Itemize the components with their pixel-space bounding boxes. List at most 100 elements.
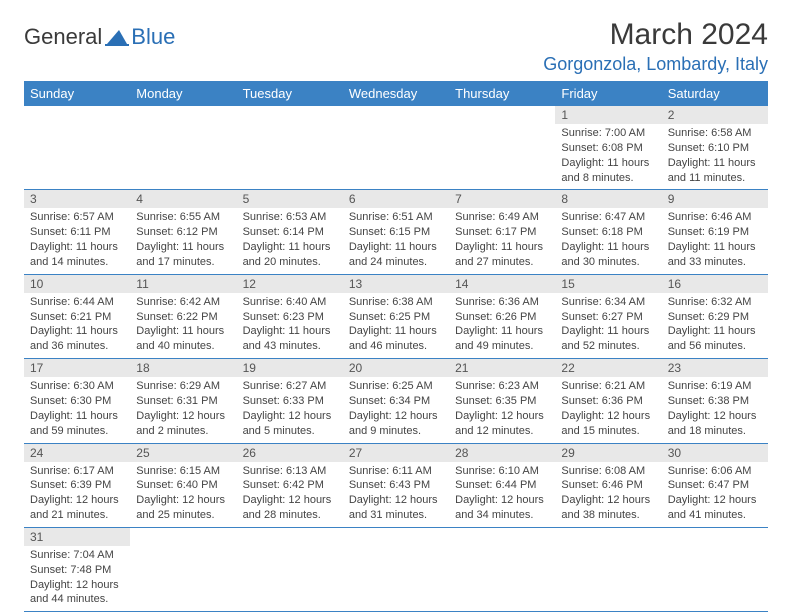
day-details: Sunrise: 6:29 AMSunset: 6:31 PMDaylight:… [130,377,236,442]
day-number: 7 [449,190,555,208]
day-details: Sunrise: 6:40 AMSunset: 6:23 PMDaylight:… [237,293,343,358]
day-details: Sunrise: 6:46 AMSunset: 6:19 PMDaylight:… [662,208,768,273]
day-details: Sunrise: 6:15 AMSunset: 6:40 PMDaylight:… [130,462,236,527]
calendar-row: 1Sunrise: 7:00 AMSunset: 6:08 PMDaylight… [24,106,768,190]
calendar-cell [343,527,449,611]
calendar-table: Sunday Monday Tuesday Wednesday Thursday… [24,81,768,612]
day-number: 2 [662,106,768,124]
day-details: Sunrise: 6:44 AMSunset: 6:21 PMDaylight:… [24,293,130,358]
day-details: Sunrise: 6:30 AMSunset: 6:30 PMDaylight:… [24,377,130,442]
calendar-cell: 17Sunrise: 6:30 AMSunset: 6:30 PMDayligh… [24,359,130,443]
calendar-cell [343,106,449,190]
calendar-cell: 28Sunrise: 6:10 AMSunset: 6:44 PMDayligh… [449,443,555,527]
calendar-cell: 1Sunrise: 7:00 AMSunset: 6:08 PMDaylight… [555,106,661,190]
calendar-row: 24Sunrise: 6:17 AMSunset: 6:39 PMDayligh… [24,443,768,527]
day-details: Sunrise: 6:49 AMSunset: 6:17 PMDaylight:… [449,208,555,273]
day-details: Sunrise: 7:00 AMSunset: 6:08 PMDaylight:… [555,124,661,189]
calendar-cell [662,527,768,611]
calendar-cell: 10Sunrise: 6:44 AMSunset: 6:21 PMDayligh… [24,274,130,358]
calendar-cell: 20Sunrise: 6:25 AMSunset: 6:34 PMDayligh… [343,359,449,443]
day-number: 16 [662,275,768,293]
calendar-cell: 18Sunrise: 6:29 AMSunset: 6:31 PMDayligh… [130,359,236,443]
day-number: 20 [343,359,449,377]
calendar-cell: 22Sunrise: 6:21 AMSunset: 6:36 PMDayligh… [555,359,661,443]
day-details: Sunrise: 6:57 AMSunset: 6:11 PMDaylight:… [24,208,130,273]
weekday-header-row: Sunday Monday Tuesday Wednesday Thursday… [24,81,768,106]
calendar-cell: 15Sunrise: 6:34 AMSunset: 6:27 PMDayligh… [555,274,661,358]
day-number: 29 [555,444,661,462]
day-details: Sunrise: 6:27 AMSunset: 6:33 PMDaylight:… [237,377,343,442]
day-details: Sunrise: 6:23 AMSunset: 6:35 PMDaylight:… [449,377,555,442]
day-number: 25 [130,444,236,462]
calendar-cell: 8Sunrise: 6:47 AMSunset: 6:18 PMDaylight… [555,190,661,274]
logo-text-2: Blue [131,24,175,50]
calendar-cell: 7Sunrise: 6:49 AMSunset: 6:17 PMDaylight… [449,190,555,274]
day-number: 10 [24,275,130,293]
day-number: 13 [343,275,449,293]
col-thursday: Thursday [449,81,555,106]
calendar-cell [555,527,661,611]
calendar-cell: 2Sunrise: 6:58 AMSunset: 6:10 PMDaylight… [662,106,768,190]
day-number: 27 [343,444,449,462]
day-details: Sunrise: 6:19 AMSunset: 6:38 PMDaylight:… [662,377,768,442]
day-number: 22 [555,359,661,377]
day-details: Sunrise: 6:36 AMSunset: 6:26 PMDaylight:… [449,293,555,358]
calendar-cell [24,106,130,190]
day-details: Sunrise: 6:06 AMSunset: 6:47 PMDaylight:… [662,462,768,527]
col-tuesday: Tuesday [237,81,343,106]
day-number: 30 [662,444,768,462]
calendar-cell [237,106,343,190]
col-sunday: Sunday [24,81,130,106]
page-title: March 2024 [543,18,768,52]
calendar-row: 31Sunrise: 7:04 AMSunset: 7:48 PMDayligh… [24,527,768,611]
day-details: Sunrise: 6:21 AMSunset: 6:36 PMDaylight:… [555,377,661,442]
day-details: Sunrise: 6:11 AMSunset: 6:43 PMDaylight:… [343,462,449,527]
day-number: 23 [662,359,768,377]
calendar-cell: 5Sunrise: 6:53 AMSunset: 6:14 PMDaylight… [237,190,343,274]
day-number: 3 [24,190,130,208]
col-wednesday: Wednesday [343,81,449,106]
logo-text-1: General [24,24,102,50]
day-details: Sunrise: 6:17 AMSunset: 6:39 PMDaylight:… [24,462,130,527]
day-number: 24 [24,444,130,462]
day-details: Sunrise: 6:34 AMSunset: 6:27 PMDaylight:… [555,293,661,358]
calendar-cell: 13Sunrise: 6:38 AMSunset: 6:25 PMDayligh… [343,274,449,358]
calendar-cell: 29Sunrise: 6:08 AMSunset: 6:46 PMDayligh… [555,443,661,527]
day-details: Sunrise: 7:04 AMSunset: 7:48 PMDaylight:… [24,546,130,611]
calendar-cell: 27Sunrise: 6:11 AMSunset: 6:43 PMDayligh… [343,443,449,527]
calendar-cell: 11Sunrise: 6:42 AMSunset: 6:22 PMDayligh… [130,274,236,358]
calendar-cell: 21Sunrise: 6:23 AMSunset: 6:35 PMDayligh… [449,359,555,443]
calendar-cell: 24Sunrise: 6:17 AMSunset: 6:39 PMDayligh… [24,443,130,527]
day-details: Sunrise: 6:13 AMSunset: 6:42 PMDaylight:… [237,462,343,527]
calendar-cell: 6Sunrise: 6:51 AMSunset: 6:15 PMDaylight… [343,190,449,274]
day-details: Sunrise: 6:42 AMSunset: 6:22 PMDaylight:… [130,293,236,358]
calendar-row: 3Sunrise: 6:57 AMSunset: 6:11 PMDaylight… [24,190,768,274]
calendar-cell: 16Sunrise: 6:32 AMSunset: 6:29 PMDayligh… [662,274,768,358]
day-number: 12 [237,275,343,293]
col-friday: Friday [555,81,661,106]
day-details: Sunrise: 6:32 AMSunset: 6:29 PMDaylight:… [662,293,768,358]
day-details: Sunrise: 6:10 AMSunset: 6:44 PMDaylight:… [449,462,555,527]
day-number: 21 [449,359,555,377]
logo: General Blue [24,24,175,50]
day-number: 6 [343,190,449,208]
day-number: 19 [237,359,343,377]
calendar-cell [449,527,555,611]
col-monday: Monday [130,81,236,106]
calendar-row: 10Sunrise: 6:44 AMSunset: 6:21 PMDayligh… [24,274,768,358]
calendar-cell: 14Sunrise: 6:36 AMSunset: 6:26 PMDayligh… [449,274,555,358]
day-details: Sunrise: 6:58 AMSunset: 6:10 PMDaylight:… [662,124,768,189]
calendar-cell [130,527,236,611]
day-number: 26 [237,444,343,462]
location: Gorgonzola, Lombardy, Italy [543,54,768,75]
calendar-cell [130,106,236,190]
day-number: 18 [130,359,236,377]
day-details: Sunrise: 6:25 AMSunset: 6:34 PMDaylight:… [343,377,449,442]
calendar-cell: 30Sunrise: 6:06 AMSunset: 6:47 PMDayligh… [662,443,768,527]
calendar-cell: 3Sunrise: 6:57 AMSunset: 6:11 PMDaylight… [24,190,130,274]
calendar-cell: 25Sunrise: 6:15 AMSunset: 6:40 PMDayligh… [130,443,236,527]
day-number: 8 [555,190,661,208]
day-number: 15 [555,275,661,293]
header: General Blue March 2024 Gorgonzola, Lomb… [24,18,768,75]
title-block: March 2024 Gorgonzola, Lombardy, Italy [543,18,768,75]
